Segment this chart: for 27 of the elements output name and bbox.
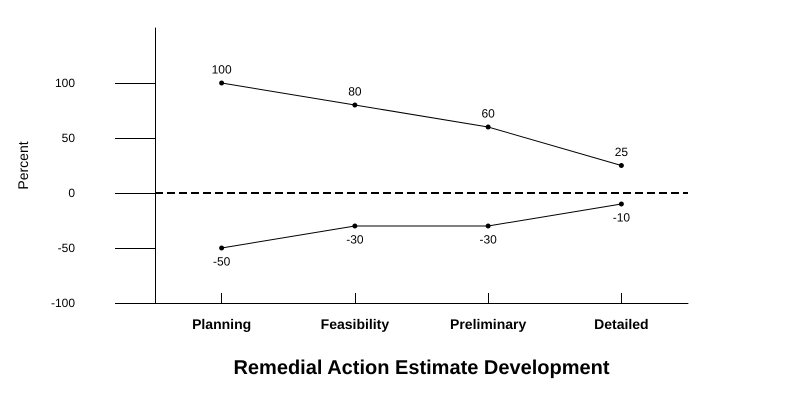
point bbox=[219, 80, 224, 86]
x-tick-label: Preliminary bbox=[450, 316, 526, 332]
point bbox=[618, 163, 624, 168]
point bbox=[618, 202, 624, 206]
data-label: -50 bbox=[212, 254, 231, 268]
x-tick-label: Planning bbox=[192, 316, 252, 332]
point bbox=[219, 246, 224, 250]
y-tick-label: 0 bbox=[68, 186, 76, 200]
data-label: 60 bbox=[481, 106, 496, 120]
point bbox=[486, 224, 491, 228]
data-label: 100 bbox=[212, 62, 232, 76]
data-label: 80 bbox=[348, 84, 362, 98]
data-label: -30 bbox=[346, 232, 364, 246]
y-tick-label: -100 bbox=[50, 296, 76, 310]
y-tick-label: -50 bbox=[58, 241, 76, 255]
y-tick-label: 50 bbox=[62, 131, 76, 145]
x-tick-label: Detailed bbox=[594, 316, 649, 332]
point bbox=[486, 124, 491, 130]
x-tick-label: Feasibility bbox=[320, 316, 390, 332]
data-label: 25 bbox=[614, 145, 628, 159]
data-label: -10 bbox=[612, 210, 630, 224]
point bbox=[352, 224, 358, 228]
y-axis-title: Percent bbox=[15, 141, 31, 190]
point bbox=[352, 102, 358, 108]
data-label: -30 bbox=[479, 232, 498, 246]
x-axis-title: Remedial Action Estimate Development bbox=[233, 357, 610, 379]
y-tick-label: 100 bbox=[54, 76, 76, 90]
